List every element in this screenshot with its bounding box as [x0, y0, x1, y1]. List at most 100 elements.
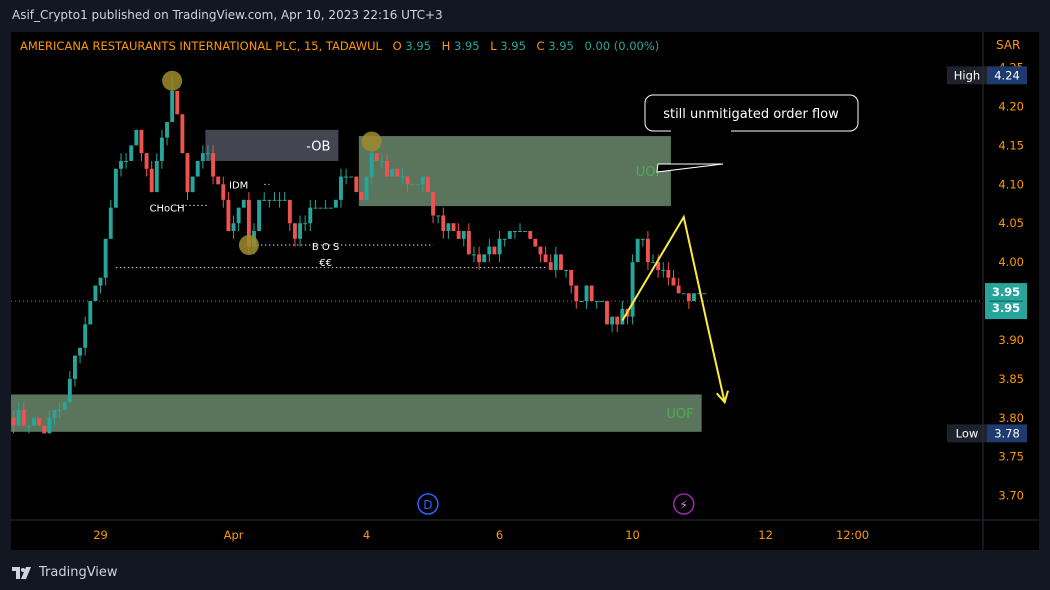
candle [282, 192, 287, 201]
candle [374, 153, 379, 161]
candle [425, 176, 430, 193]
candle [124, 153, 129, 169]
choch-label: CHoCH [149, 204, 184, 215]
candle [702, 293, 707, 295]
candle [73, 355, 77, 387]
candle [492, 246, 497, 255]
candle [119, 153, 123, 177]
y-tick-label: 3.70 [998, 489, 1024, 503]
swing-low-marker[interactable] [238, 235, 259, 256]
candle [144, 153, 149, 177]
candle [37, 417, 42, 426]
dividend-icon[interactable]: D [417, 493, 439, 515]
candle [139, 129, 144, 161]
candle [47, 410, 52, 434]
callout-tail [656, 163, 724, 173]
candle [441, 207, 446, 239]
tradingview-brand[interactable]: TradingView [12, 565, 118, 580]
candle [175, 90, 180, 115]
candle [344, 168, 349, 185]
footer-bar: TradingView [0, 555, 1050, 590]
low-price-tag: Low 3.78 [947, 424, 1027, 443]
candle [620, 301, 625, 325]
candle [323, 199, 328, 209]
candle [538, 246, 543, 263]
candle [599, 301, 604, 303]
candle [26, 425, 31, 434]
ob-zone[interactable] [205, 129, 339, 161]
candle [497, 231, 502, 263]
header-bar: Asif_Crypto1 published on TradingView.co… [0, 0, 1050, 32]
candle [569, 269, 574, 294]
y-tick-label: 4.10 [998, 177, 1024, 191]
candle [257, 199, 262, 232]
low-tag-label: Low [956, 426, 979, 440]
candle [113, 168, 118, 208]
candle [431, 192, 435, 224]
candle [610, 316, 615, 333]
candle [241, 199, 246, 208]
uof-zone-upper[interactable] [358, 136, 671, 207]
candle [482, 254, 487, 263]
ohlc-c-value: 3.95 [548, 39, 574, 53]
candle [528, 231, 533, 239]
candle [379, 153, 384, 169]
uof-zone-lower-label: UOF [666, 407, 693, 422]
candle [635, 238, 640, 263]
uof-zone-lower[interactable] [11, 394, 702, 432]
callout-bubble[interactable]: still unmitigated order flow [644, 94, 859, 173]
candle [318, 207, 323, 209]
projection-path[interactable] [621, 214, 726, 403]
currency-label: SAR [996, 38, 1020, 52]
current-price-label: 3.95 [992, 301, 1020, 315]
candle [108, 199, 113, 239]
footer-brand-text: TradingView [39, 565, 118, 580]
candle [466, 223, 471, 255]
candle [262, 192, 267, 201]
upper-high-marker[interactable] [361, 131, 382, 152]
candle [211, 145, 216, 185]
candle [640, 238, 645, 247]
candle [83, 316, 88, 356]
callout-text: still unmitigated order flow [663, 107, 839, 122]
candle [16, 402, 21, 426]
earnings-icon[interactable]: ⚡ [672, 493, 695, 515]
y-tick-label: 3.85 [998, 372, 1024, 386]
candle [400, 168, 405, 185]
candle [129, 145, 134, 161]
candle [548, 254, 553, 270]
candle [615, 316, 620, 333]
overlay-layer: D ⚡ [417, 214, 729, 515]
candle [415, 184, 420, 186]
ohlc-o-value: 3.95 [405, 39, 431, 53]
candle [67, 371, 72, 403]
candle [671, 269, 676, 286]
candle [180, 114, 185, 154]
idm-label: IDM [229, 180, 248, 191]
candle [32, 417, 36, 426]
candle [134, 129, 139, 146]
x-tick-label: 12 [758, 528, 773, 542]
ohlc-l-label: L [490, 39, 497, 53]
candle [200, 145, 205, 169]
candle [328, 207, 333, 209]
swing-high-marker[interactable] [162, 70, 183, 91]
y-tick-label: 4.05 [998, 216, 1024, 230]
candle [584, 285, 589, 309]
candle [390, 168, 395, 177]
high-tag-label: High [954, 68, 980, 82]
y-tick-label: 4.00 [998, 255, 1024, 269]
published-by-text: Asif_Crypto1 published on TradingView.co… [12, 8, 443, 22]
y-tick-label: 3.90 [998, 333, 1024, 347]
x-tick-label: 29 [93, 528, 108, 542]
candle [564, 269, 569, 278]
candle [277, 192, 282, 208]
candle [605, 301, 609, 325]
candle [42, 425, 47, 434]
candle [287, 199, 292, 232]
candle [98, 277, 103, 294]
x-tick-label: Apr [224, 528, 244, 542]
candle [221, 176, 226, 208]
